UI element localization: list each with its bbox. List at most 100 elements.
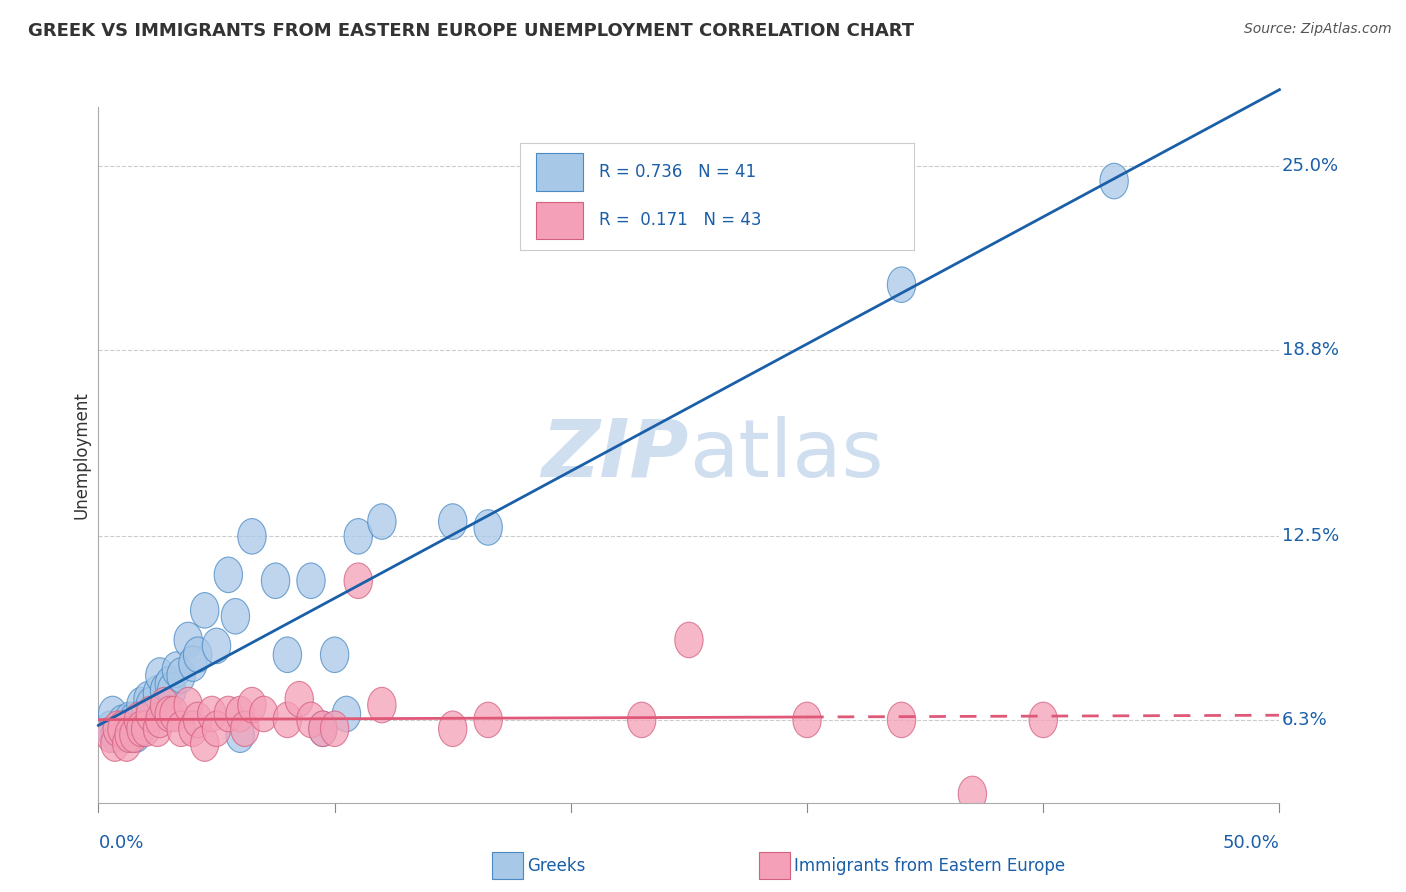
Bar (536, 202, 583, 239)
Ellipse shape (273, 702, 301, 738)
Ellipse shape (202, 628, 231, 664)
Text: 6.3%: 6.3% (1282, 711, 1327, 729)
Ellipse shape (136, 697, 165, 731)
Ellipse shape (103, 711, 132, 747)
Ellipse shape (136, 688, 165, 723)
Text: GREEK VS IMMIGRANTS FROM EASTERN EUROPE UNEMPLOYMENT CORRELATION CHART: GREEK VS IMMIGRANTS FROM EASTERN EUROPE … (28, 22, 914, 40)
Ellipse shape (101, 726, 129, 762)
Ellipse shape (191, 592, 219, 628)
Ellipse shape (112, 717, 141, 753)
Text: 0.0%: 0.0% (98, 834, 143, 852)
Ellipse shape (368, 504, 396, 540)
Ellipse shape (132, 697, 160, 731)
Ellipse shape (226, 697, 254, 731)
Bar (536, 153, 583, 191)
Ellipse shape (150, 673, 179, 708)
Ellipse shape (101, 717, 129, 753)
Ellipse shape (96, 717, 124, 753)
Ellipse shape (321, 711, 349, 747)
Ellipse shape (127, 688, 155, 723)
Ellipse shape (627, 702, 655, 738)
Ellipse shape (124, 702, 153, 738)
Ellipse shape (887, 702, 915, 738)
Ellipse shape (959, 776, 987, 812)
Ellipse shape (127, 711, 155, 747)
Ellipse shape (132, 711, 160, 747)
Ellipse shape (332, 697, 360, 731)
Ellipse shape (439, 504, 467, 540)
Ellipse shape (297, 563, 325, 599)
Ellipse shape (157, 673, 186, 708)
Ellipse shape (344, 563, 373, 599)
Text: 25.0%: 25.0% (1282, 157, 1339, 175)
Ellipse shape (297, 702, 325, 738)
Ellipse shape (344, 518, 373, 554)
Ellipse shape (183, 637, 212, 673)
Ellipse shape (439, 711, 467, 747)
Ellipse shape (1099, 163, 1128, 199)
Ellipse shape (202, 711, 231, 747)
Ellipse shape (179, 646, 207, 681)
Ellipse shape (160, 697, 188, 731)
Ellipse shape (238, 688, 266, 723)
Ellipse shape (179, 711, 207, 747)
Ellipse shape (167, 711, 195, 747)
Ellipse shape (120, 702, 148, 738)
Text: 50.0%: 50.0% (1223, 834, 1279, 852)
Ellipse shape (183, 702, 212, 738)
Ellipse shape (273, 637, 301, 673)
Ellipse shape (115, 717, 143, 753)
Ellipse shape (146, 657, 174, 693)
Ellipse shape (120, 717, 148, 753)
Ellipse shape (174, 688, 202, 723)
Ellipse shape (96, 711, 124, 747)
Ellipse shape (474, 509, 502, 545)
Ellipse shape (124, 711, 153, 747)
Ellipse shape (108, 705, 136, 740)
Text: Greeks: Greeks (527, 857, 586, 875)
Text: Immigrants from Eastern Europe: Immigrants from Eastern Europe (794, 857, 1066, 875)
Text: 12.5%: 12.5% (1282, 527, 1339, 545)
Ellipse shape (115, 702, 143, 738)
Ellipse shape (167, 657, 195, 693)
Ellipse shape (150, 688, 179, 723)
Ellipse shape (112, 726, 141, 762)
Ellipse shape (146, 702, 174, 738)
Ellipse shape (214, 558, 242, 592)
Ellipse shape (98, 697, 127, 731)
Ellipse shape (474, 702, 502, 738)
Ellipse shape (1029, 702, 1057, 738)
Ellipse shape (143, 711, 172, 747)
Ellipse shape (262, 563, 290, 599)
Ellipse shape (134, 681, 162, 717)
Ellipse shape (309, 711, 337, 747)
Ellipse shape (309, 711, 337, 747)
Text: 18.8%: 18.8% (1282, 341, 1339, 359)
Ellipse shape (155, 666, 183, 702)
Text: Source: ZipAtlas.com: Source: ZipAtlas.com (1244, 22, 1392, 37)
Ellipse shape (155, 697, 183, 731)
Text: atlas: atlas (689, 416, 883, 494)
Ellipse shape (793, 702, 821, 738)
Text: R =  0.171   N = 43: R = 0.171 N = 43 (599, 211, 762, 229)
Ellipse shape (675, 623, 703, 657)
Ellipse shape (198, 697, 226, 731)
Ellipse shape (285, 681, 314, 717)
Ellipse shape (108, 711, 136, 747)
Ellipse shape (221, 599, 250, 634)
Text: ZIP: ZIP (541, 416, 689, 494)
Ellipse shape (231, 711, 259, 747)
Ellipse shape (162, 652, 191, 688)
Ellipse shape (250, 697, 278, 731)
Ellipse shape (368, 688, 396, 723)
Ellipse shape (226, 717, 254, 753)
Ellipse shape (143, 675, 172, 711)
Ellipse shape (174, 623, 202, 657)
Ellipse shape (214, 697, 242, 731)
Ellipse shape (122, 717, 150, 753)
Ellipse shape (321, 637, 349, 673)
Ellipse shape (191, 726, 219, 762)
Ellipse shape (887, 267, 915, 302)
Y-axis label: Unemployment: Unemployment (72, 391, 90, 519)
Text: R = 0.736   N = 41: R = 0.736 N = 41 (599, 163, 756, 181)
